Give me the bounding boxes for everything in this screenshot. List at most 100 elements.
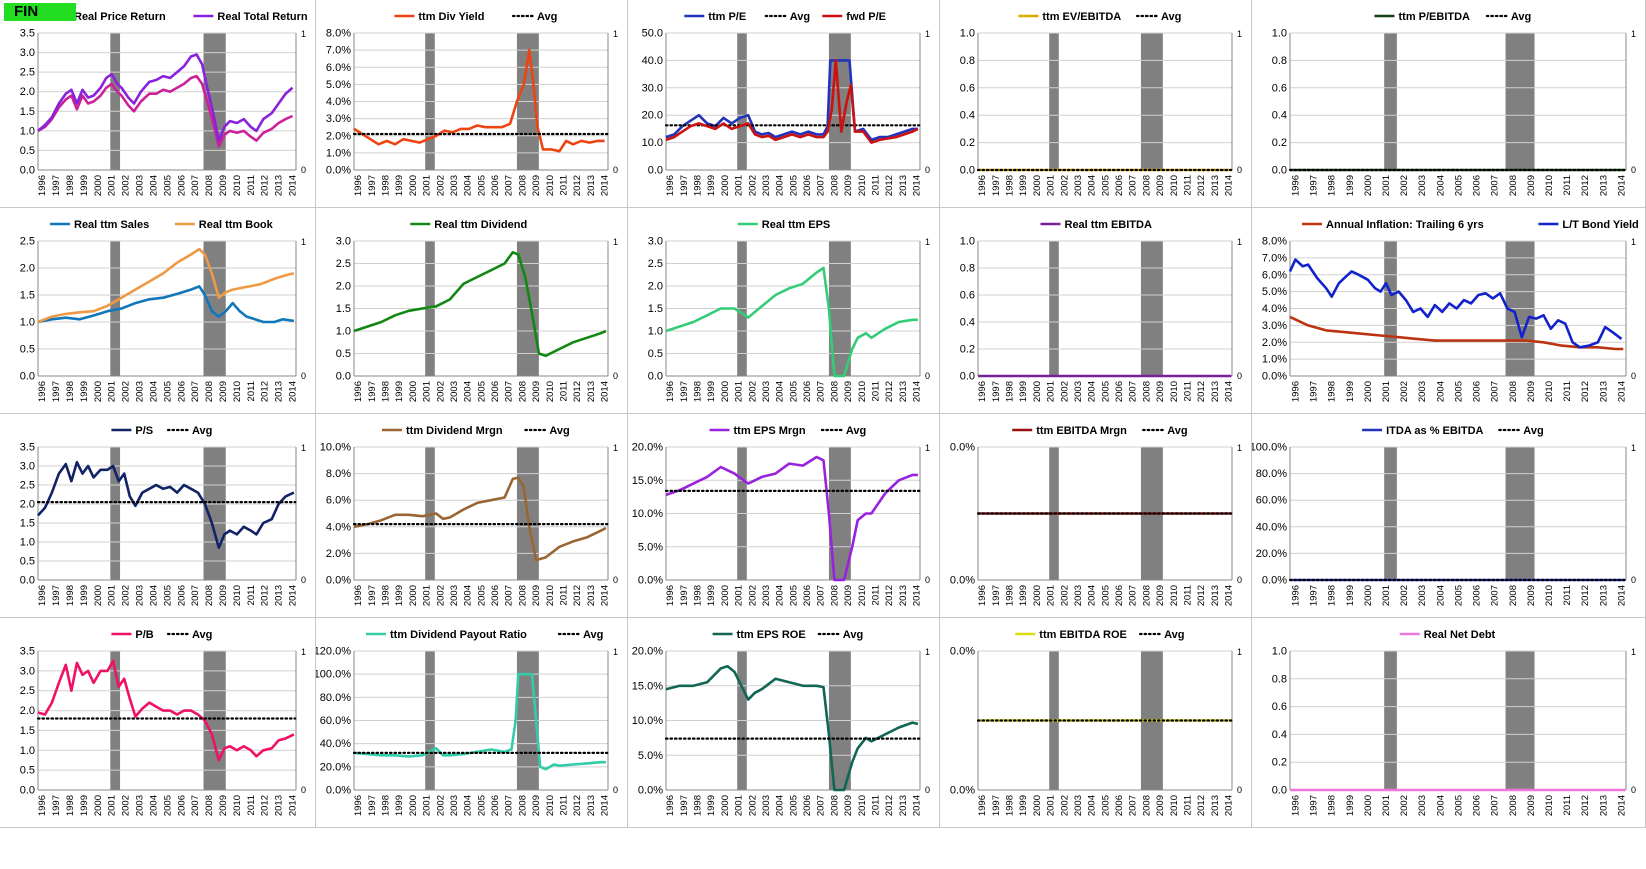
y-tick-label: 30.0 [642,82,663,94]
y-tick-label: 0.0% [950,785,975,797]
legend-entry: Real Net Debt [1399,629,1496,641]
x-tick-label: 2012 [260,585,271,606]
x-tick-label: 2008 [829,585,840,606]
x-tick-label: 2013 [586,381,597,402]
series-line-1 [37,659,295,762]
legend-label: Real Total Return [217,11,308,23]
x-tick-label: 2009 [218,175,229,196]
legend-entry: ttm P/EBITDA [1374,11,1470,23]
x-tick-label: 2005 [1453,585,1464,606]
legend-entry: Avg [817,629,863,641]
x-tick-label: 2006 [1472,381,1483,402]
y-tick-label: 1.0 [20,745,35,757]
recession-band [1049,241,1059,376]
chart-panel-ebitda-mrgn: 0.0% 0.0% 1 0 1996 1997 1998 1999 2000 2001 2002 20… [940,414,1252,618]
x-tick-label: 2003 [135,381,146,402]
x-tick-label: 2011 [870,795,881,815]
x-tick-label: 2006 [802,585,813,606]
secondary-y-tick: 1 [925,237,930,247]
y-tick-label: 60.0% [1256,495,1287,507]
x-tick-label: 2012 [884,795,895,816]
x-tick-label: 2011 [1182,381,1193,401]
y-tick-label: 2.5 [20,236,35,248]
legend-label: Avg [790,11,810,23]
y-tick-label: 2.5 [20,685,35,697]
legend-label: P/B [135,629,153,641]
x-tick-label: 1997 [367,585,378,606]
chart-sales-book: 0.0 0.5 1.0 1.5 2.0 2.5 1 0 1996 1997 1998 1999 2000… [20,219,306,402]
legend-entry: Avg [1139,629,1184,641]
x-tick-label: 2001 [422,175,433,196]
x-tick-label: 2004 [775,585,786,606]
y-tick-label: 3.0 [336,236,351,248]
x-tick-label: 1997 [991,175,1002,196]
x-tick-label: 2000 [93,795,104,816]
x-tick-label: 1999 [1345,175,1356,196]
secondary-y-tick: 0 [1631,575,1636,585]
x-tick-label: 2005 [1100,381,1111,402]
y-tick-label: 6.0% [326,495,351,507]
x-tick-label: 1998 [380,795,391,816]
x-tick-label: 2013 [898,381,909,402]
x-tick-label: 2007 [504,175,515,196]
secondary-y-tick: 0 [613,165,618,175]
secondary-y-tick: 1 [301,29,306,39]
legend-label: ttm Div Yield [418,11,484,23]
x-tick-label: 2008 [1508,795,1519,816]
x-tick-label: 2008 [1141,585,1152,606]
x-tick-label: 2013 [1598,795,1609,816]
secondary-y-tick: 0 [613,371,618,381]
y-tick-label: 40.0% [320,738,351,750]
legend-entry: Avg [511,11,557,23]
x-tick-label: 2001 [734,381,745,402]
x-tick-label: 2012 [1580,795,1591,816]
x-tick-label: 2007 [816,381,827,402]
x-tick-label: 2008 [1141,175,1152,196]
x-tick-label: 1998 [692,175,703,196]
x-tick-label: 2009 [1155,795,1166,816]
legend-entry: Avg [1142,425,1188,437]
legend-label: Avg [192,629,212,641]
x-tick-label: 1996 [1290,381,1301,402]
legend-label: Avg [1161,11,1181,23]
y-tick-label: 0.2 [960,344,975,356]
series-line-1 [37,460,295,549]
y-tick-label: 2.0 [20,705,35,717]
x-tick-label: 2012 [572,175,583,196]
x-tick-label: 2008 [204,585,215,606]
x-tick-label: 2011 [246,585,257,605]
x-tick-label: 2014 [1616,585,1627,606]
chart-panel-sales-book: 0.0 0.5 1.0 1.5 2.0 2.5 1 0 1996 1997 1998 1999 2000… [0,208,316,414]
secondary-y-tick: 1 [613,29,618,39]
x-tick-label: 2007 [190,795,201,816]
y-tick-label: 2.0% [326,130,351,142]
x-tick-label: 1997 [51,381,62,402]
y-tick-label: 80.0% [320,692,351,704]
x-tick-label: 2007 [816,795,827,816]
legend-label: Real ttm EPS [762,219,830,231]
x-tick-label: 2004 [1435,175,1446,196]
x-tick-label: 2012 [1196,175,1207,196]
y-tick-label: 1.5 [20,725,35,737]
y-tick-label: 6.0% [326,62,351,74]
x-tick-label: 2010 [545,585,556,606]
legend-label: Real ttm Book [199,219,274,231]
legend-label: ttm P/E [708,11,746,23]
legend-label: L/T Bond Yield [1562,219,1638,231]
x-tick-label: 1996 [665,795,676,816]
x-tick-label: 2005 [476,381,487,402]
x-tick-label: 2007 [190,585,201,606]
x-tick-label: 2003 [1073,381,1084,402]
chart-panel-ps: 0.0 0.5 1.0 1.5 2.0 2.5 3.0 3.5 1 0 1996 1997 1998 19… [0,414,316,618]
x-tick-label: 2014 [912,381,923,402]
y-tick-label: 3.5 [20,646,35,658]
recession-band [1384,33,1397,170]
x-tick-label: 2000 [93,381,104,402]
x-tick-label: 2009 [531,175,542,196]
x-tick-label: 2008 [829,175,840,196]
x-tick-label: 1997 [679,795,690,816]
x-tick-label: 1998 [380,381,391,402]
x-tick-label: 2012 [884,381,895,402]
legend-label: Real Net Debt [1424,629,1496,641]
